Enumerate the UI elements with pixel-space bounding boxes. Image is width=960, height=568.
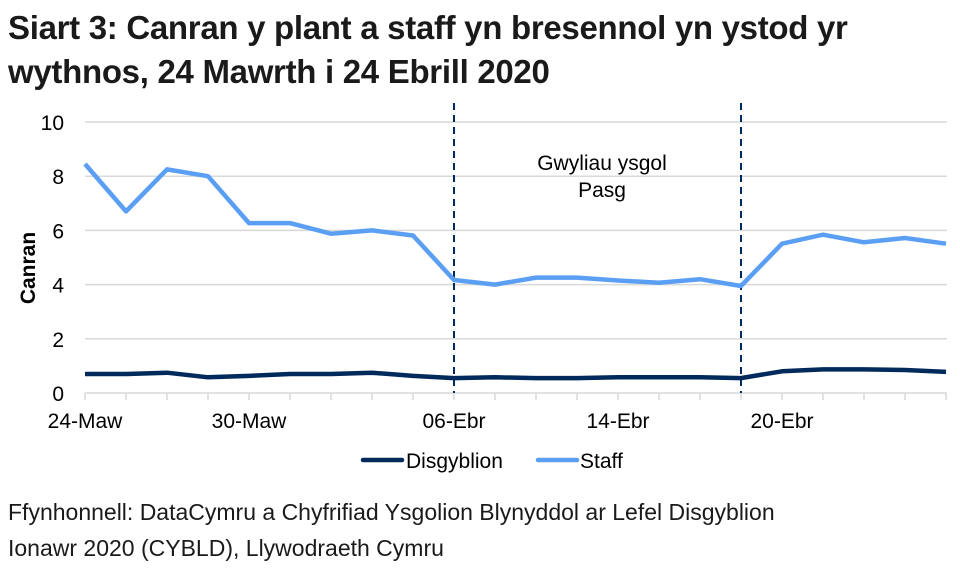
series-lines (83, 162, 947, 381)
source-line-1: Ffynhonnell: DataCymru a Chyfrifiad Ysgo… (8, 499, 775, 525)
x-tick-label: 20-Ebr (750, 410, 813, 433)
chart-title-line-2: wythnos, 24 Mawrth i 24 Ebrill 2020 (8, 53, 550, 90)
y-axis-label: Canran (17, 232, 40, 304)
source-note: Ffynhonnell: DataCymru a Chyfrifiad Ysgo… (8, 494, 775, 566)
legend-label-staff: Staff (580, 450, 623, 473)
y-tick-label: 10 (41, 112, 64, 135)
y-tick-label: 8 (52, 166, 64, 189)
series-line-disgyblion (85, 367, 947, 381)
line-chart: 0 2 4 6 8 10 24-Maw 30-Maw 06-Ebr 14-Ebr 20-Ebr C… (17, 103, 947, 473)
x-tick-label: 30-Maw (212, 410, 288, 433)
y-axis-ticks: 0 2 4 6 8 10 (41, 112, 65, 406)
x-axis: 24-Maw 30-Maw 06-Ebr 14-Ebr 20-Ebr (48, 393, 947, 433)
easter-holiday-markers (453, 103, 742, 393)
y-tick-label: 4 (52, 275, 64, 298)
gridlines (85, 121, 947, 394)
y-tick-label: 6 (52, 220, 64, 243)
chart-title-line-1: Siart 3: Canran y plant a staff yn brese… (8, 9, 848, 46)
y-tick-label: 0 (52, 383, 64, 406)
x-tick-label: 06-Ebr (422, 410, 485, 433)
x-tick-label: 24-Maw (48, 410, 124, 433)
series-line-staff (83, 162, 947, 289)
easter-holiday-annotation: Gwyliau ysgol Pasg (537, 152, 667, 202)
chart-title: Siart 3: Canran y plant a staff yn brese… (8, 6, 958, 94)
annotation-line-1: Gwyliau ysgol (537, 152, 667, 175)
legend: Disgyblion Staff (360, 450, 623, 473)
x-tick-label: 14-Ebr (586, 410, 649, 433)
y-tick-label: 2 (52, 329, 64, 352)
source-line-2: Ionawr 2020 (CYBLD), Llywodraeth Cymru (8, 535, 444, 561)
legend-label-disgyblion: Disgyblion (406, 450, 503, 473)
annotation-line-2: Pasg (578, 179, 626, 202)
